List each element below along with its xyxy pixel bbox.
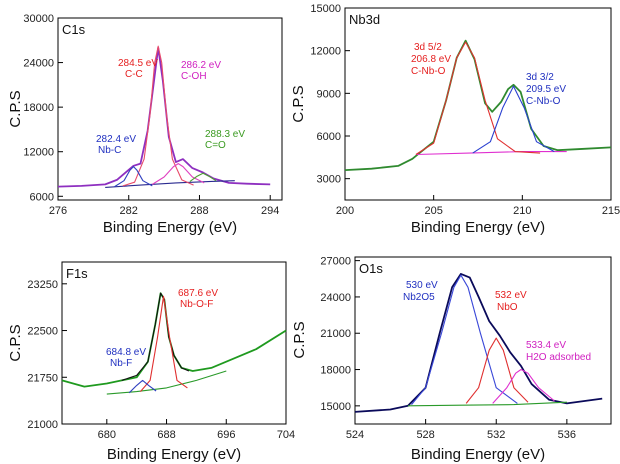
c1s-annotation-c-oh: 286.2 eV C-OH <box>181 60 224 82</box>
c1s-ytick-label: 24000 <box>23 58 54 70</box>
c1s-series-background <box>105 180 235 188</box>
f1s-ticks: 680 688 696 704 21000 21750 22500 23250 <box>27 279 295 441</box>
c1s-plot-frame <box>57 17 283 201</box>
f1s-series <box>61 292 287 395</box>
o1s-series <box>354 272 603 413</box>
c1s-annotation-c-o: 288.3 eV C=O <box>205 129 248 151</box>
c1s-title: C1s <box>62 22 86 37</box>
o1s-ticks: 524 528 532 536 15000 18000 21000 24000 27000 <box>320 256 576 441</box>
nb3d-series-raw-data <box>344 39 612 171</box>
f1s-panel: F1s 680 688 696 704 21000 21750 22500 23250 Bin… <box>7 261 295 463</box>
o1s-series-nb2o5 <box>411 274 518 405</box>
o1s-annotation-h2o: 533.4 eV H2O adsorbed <box>526 340 591 363</box>
c1s-series-raw-data <box>57 46 271 188</box>
nb3d-xtick-label: 205 <box>424 205 442 217</box>
c1s-panel: C1s 276 282 288 294 6000 12000 18000 24000 30000… <box>7 13 283 236</box>
f1s-xlabel: Binding Energy (eV) <box>107 446 241 463</box>
f1s-xtick-label: 696 <box>217 429 235 441</box>
o1s-xtick-label: 524 <box>346 429 364 441</box>
f1s-series-background <box>106 370 227 395</box>
nb3d-ylabel: C.P.S <box>290 85 307 122</box>
c1s-xlabel: Binding Energy (eV) <box>103 219 237 236</box>
nb3d-series-background <box>415 151 567 156</box>
c1s-series <box>57 45 271 188</box>
c1s-ytick-label: 12000 <box>23 147 54 159</box>
c1s-ytick-label: 6000 <box>30 191 54 203</box>
o1s-xtick-label: 532 <box>487 429 505 441</box>
o1s-series-nbo <box>465 337 529 404</box>
o1s-xtick-label: 536 <box>558 429 576 441</box>
nb3d-ticks: 200 205 210 215 3000 6000 9000 12000 15000 <box>310 3 620 217</box>
o1s-ytick-label: 24000 <box>320 292 351 304</box>
o1s-panel: O1s 524 528 532 536 15000 18000 21000 24000 2700… <box>291 256 612 463</box>
nb3d-series <box>344 39 612 171</box>
nb3d-xtick-label: 215 <box>602 205 620 217</box>
nb3d-ytick-label: 3000 <box>317 174 341 186</box>
c1s-series-nb-c <box>114 166 153 188</box>
f1s-xtick-label: 680 <box>98 429 116 441</box>
o1s-ytick-label: 21000 <box>320 328 351 340</box>
c1s-annotation-c-c: 284.5 eV C-C <box>118 58 161 80</box>
o1s-annotation-nbo: 532 eV NbO <box>495 290 529 313</box>
f1s-xtick-label: 704 <box>277 429 295 441</box>
c1s-ticks: 276 282 288 294 6000 12000 18000 24000 30000 <box>23 13 279 217</box>
nb3d-xlabel: Binding Energy (eV) <box>411 219 545 236</box>
nb3d-annotation-3d32: 3d 3/2 209.5 eV C-Nb-O <box>526 72 569 107</box>
c1s-ytick-label: 18000 <box>23 102 54 114</box>
f1s-ytick-label: 23250 <box>27 279 58 291</box>
o1s-ytick-label: 18000 <box>320 365 351 377</box>
nb3d-ytick-label: 9000 <box>317 88 341 100</box>
c1s-xtick-label: 294 <box>261 205 279 217</box>
o1s-ytick-label: 27000 <box>320 256 351 268</box>
nb3d-series-nb-3d-5-2 <box>415 41 541 155</box>
c1s-xtick-label: 282 <box>120 205 138 217</box>
f1s-xtick-label: 688 <box>157 429 175 441</box>
f1s-series-raw-data <box>61 292 287 388</box>
o1s-xlabel: Binding Energy (eV) <box>411 446 545 463</box>
nb3d-xtick-label: 210 <box>513 205 531 217</box>
o1s-xtick-label: 528 <box>416 429 434 441</box>
nb3d-series-nb-3d-3-2 <box>472 85 555 154</box>
nb3d-title: Nb3d <box>349 12 380 27</box>
c1s-xtick-label: 276 <box>49 205 67 217</box>
o1s-title: O1s <box>359 261 383 276</box>
nb3d-annotation-3d52: 3d 5/2 206.8 eV C-Nb-O <box>411 42 454 77</box>
c1s-ylabel: C.P.S <box>7 90 24 127</box>
o1s-series-h2o-adsorbed <box>492 368 555 404</box>
f1s-title: F1s <box>66 266 88 281</box>
c1s-series-c-o <box>189 172 217 182</box>
c1s-series-c-oh <box>152 163 205 185</box>
f1s-ylabel: C.P.S <box>7 324 24 361</box>
o1s-plot-frame <box>354 256 612 425</box>
f1s-ytick-label: 22500 <box>27 326 58 338</box>
f1s-ytick-label: 21750 <box>27 372 58 384</box>
nb3d-ytick-label: 15000 <box>310 3 341 15</box>
f1s-series-fitted-envelope <box>121 292 190 381</box>
f1s-annotation-nb-f: 684.8 eV Nb-F <box>106 347 149 369</box>
f1s-series-nb-f <box>128 379 157 394</box>
o1s-annotation-nb2o5: 530 eV Nb2O5 <box>403 280 440 303</box>
nb3d-ytick-label: 6000 <box>317 131 341 143</box>
f1s-plot-frame <box>61 261 287 425</box>
o1s-ylabel: C.P.S <box>291 321 308 358</box>
o1s-ytick-label: 15000 <box>320 401 351 413</box>
nb3d-plot-frame <box>344 7 612 201</box>
c1s-annotation-nb-c: 282.4 eV Nb-C <box>96 134 139 156</box>
c1s-series-c-c <box>122 45 194 187</box>
f1s-annotation-nb-o-f: 687.6 eV Nb-O-F <box>178 288 221 310</box>
nb3d-panel: Nb3d 200 205 210 2153000600090001200015000 … <box>290 3 620 236</box>
c1s-xtick-label: 288 <box>190 205 208 217</box>
c1s-ytick-label: 30000 <box>23 13 54 25</box>
f1s-ytick-label: 21000 <box>27 419 58 431</box>
o1s-series-background <box>407 401 567 407</box>
f1s-series-nb-o-f <box>139 295 188 392</box>
nb3d-xtick-label: 200 <box>336 205 354 217</box>
nb3d-ytick-label: 12000 <box>310 46 341 58</box>
